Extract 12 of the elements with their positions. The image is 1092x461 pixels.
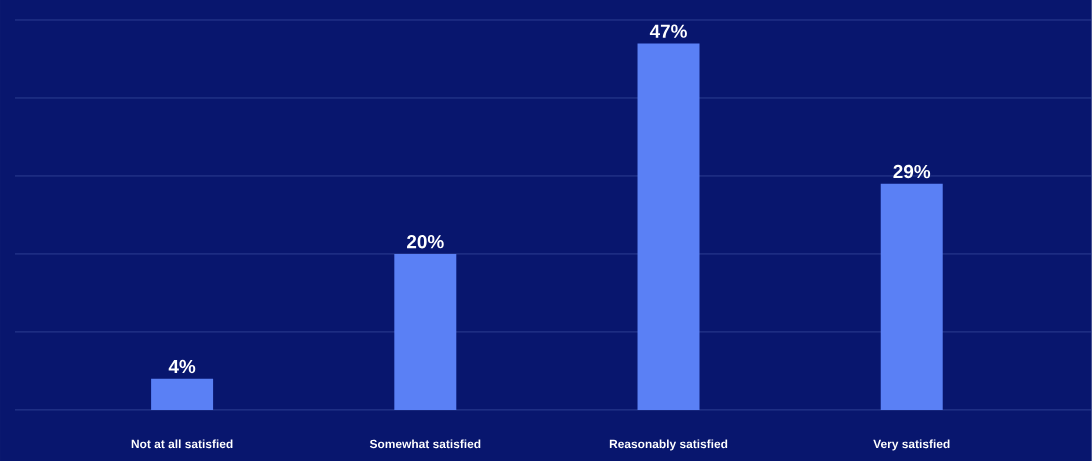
x-tick-label: Reasonably satisfied — [609, 439, 728, 451]
bar — [637, 43, 700, 410]
data-label: 20% — [407, 235, 444, 249]
x-tick-label: Not at all satisfied — [131, 439, 233, 449]
bar — [880, 183, 943, 410]
bar — [151, 378, 214, 410]
data-label: 4% — [168, 359, 196, 374]
bar — [394, 253, 457, 410]
data-label: 47% — [649, 24, 687, 38]
data-label: 29% — [893, 164, 931, 179]
x-tick-label: Somewhat satisfied — [369, 439, 481, 449]
x-tick-label: Very satisfied — [873, 439, 950, 451]
